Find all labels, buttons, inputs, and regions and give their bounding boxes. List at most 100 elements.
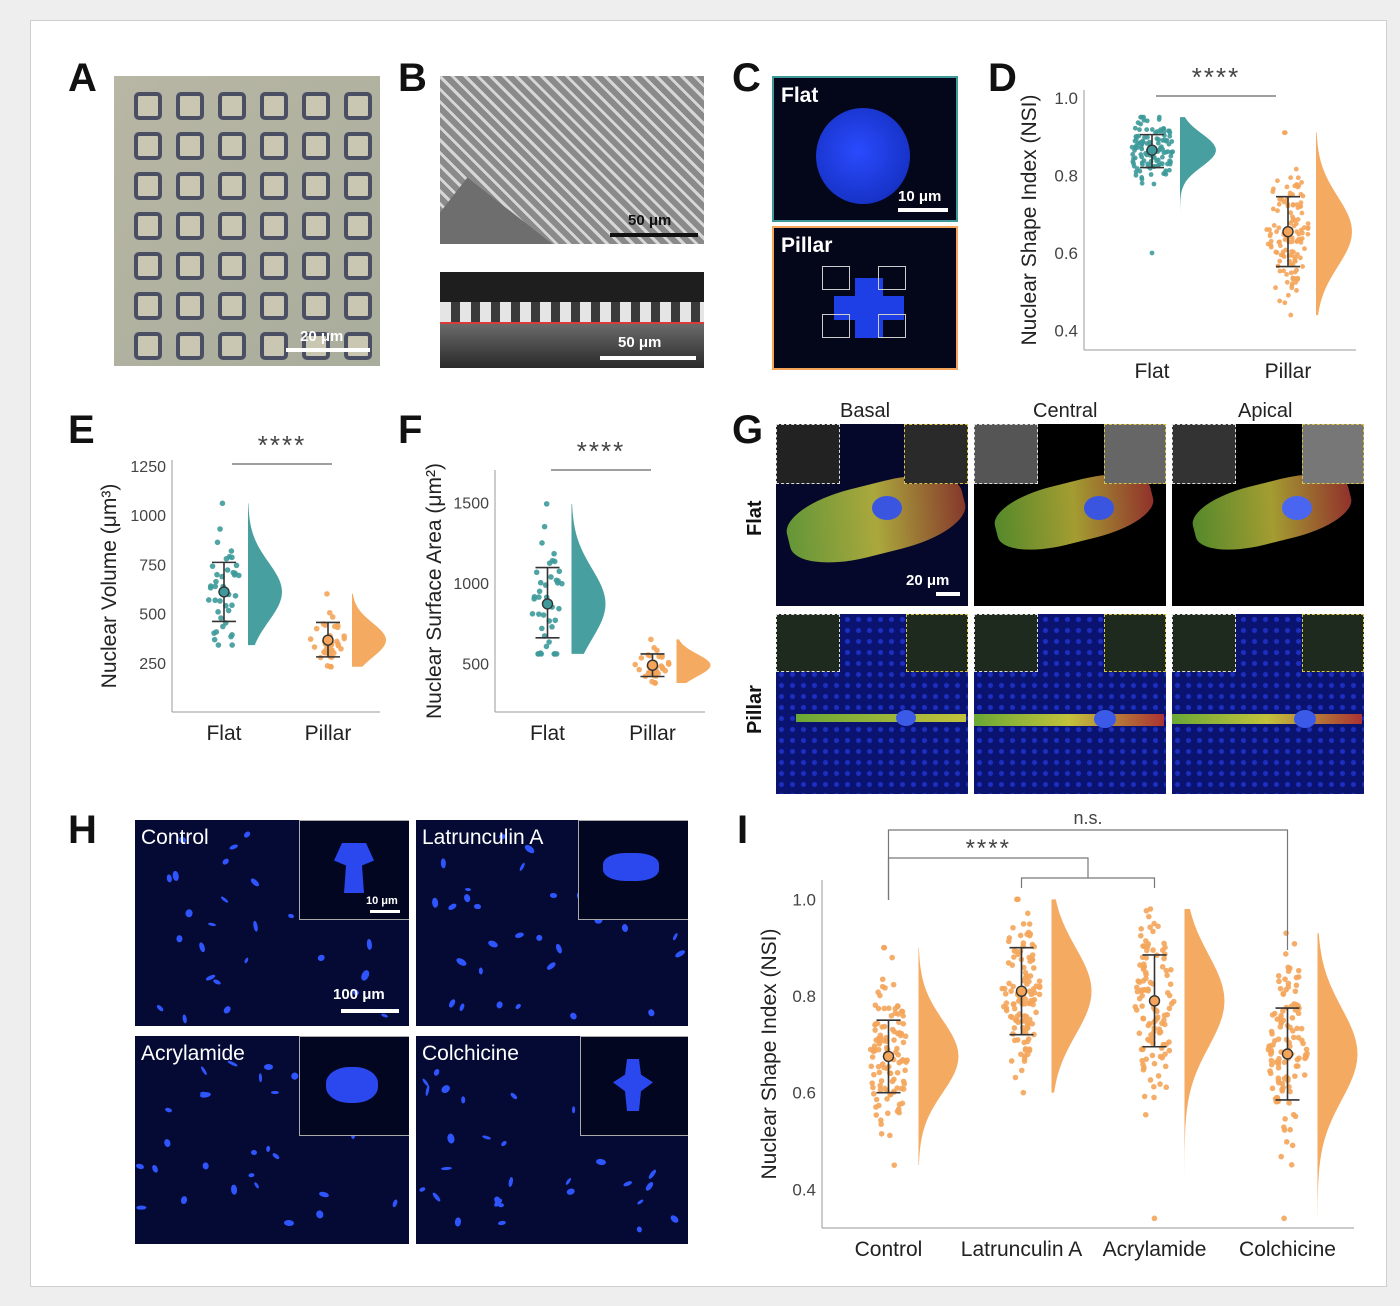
g-pillar-central bbox=[974, 614, 1166, 794]
data-point bbox=[888, 1012, 895, 1019]
data-point bbox=[1031, 1031, 1037, 1038]
data-point bbox=[1150, 947, 1156, 953]
y-tick-label: 1.0 bbox=[792, 890, 816, 909]
data-point bbox=[541, 523, 548, 530]
data-point bbox=[1289, 1142, 1296, 1149]
data-point bbox=[1294, 238, 1300, 244]
data-point bbox=[1145, 1022, 1152, 1029]
data-point bbox=[228, 633, 234, 640]
nucleus-dot bbox=[497, 1220, 506, 1226]
data-point bbox=[531, 596, 538, 602]
panel-b-bottom-scale-bar bbox=[600, 356, 696, 360]
mean-marker bbox=[1282, 225, 1294, 238]
nucleus-dot bbox=[212, 978, 221, 986]
data-point bbox=[894, 1045, 900, 1052]
data-point bbox=[879, 976, 886, 983]
pillar-cross-section bbox=[440, 302, 704, 324]
data-point bbox=[1166, 141, 1172, 147]
nucleus-dot bbox=[495, 1001, 504, 1010]
density-violin bbox=[1051, 899, 1092, 1093]
data-point bbox=[1168, 1000, 1175, 1007]
data-point bbox=[874, 1020, 881, 1027]
inset-right bbox=[906, 614, 968, 672]
inset-right bbox=[1104, 614, 1166, 672]
h-scale-text: 100 μm bbox=[333, 986, 385, 1003]
data-point bbox=[1036, 991, 1043, 998]
chart-d: 0.4 0.6 0.8 1.0 Nuclear Shape Index (NSI) Fla… bbox=[1018, 62, 1356, 383]
data-point bbox=[1287, 965, 1293, 972]
nucleus-dot bbox=[431, 1191, 442, 1203]
nucleus-dot bbox=[554, 943, 564, 954]
data-point bbox=[559, 580, 565, 587]
data-point bbox=[1268, 1061, 1275, 1068]
data-point bbox=[218, 615, 224, 621]
ns-bracket bbox=[887, 829, 1289, 950]
nucleus-dot bbox=[447, 902, 458, 912]
data-point bbox=[889, 1078, 896, 1085]
nucleus-dot bbox=[287, 913, 295, 919]
data-point bbox=[1303, 1046, 1310, 1053]
data-point bbox=[872, 1002, 879, 1009]
data-point bbox=[1011, 1005, 1018, 1012]
nucleus-dot bbox=[464, 887, 472, 892]
data-point bbox=[1029, 952, 1036, 958]
panel-b-sem-cross-section: 50 μm bbox=[440, 272, 704, 368]
data-point bbox=[536, 594, 542, 600]
pillar-square bbox=[260, 292, 288, 320]
data-point bbox=[875, 989, 881, 996]
data-point bbox=[1304, 1050, 1310, 1057]
nucleus-dot bbox=[360, 969, 372, 982]
data-point bbox=[870, 1084, 876, 1091]
substrate bbox=[440, 324, 704, 368]
data-point bbox=[1295, 205, 1301, 211]
mean-marker bbox=[218, 586, 230, 598]
data-point bbox=[884, 1096, 890, 1102]
density-violin bbox=[352, 593, 386, 667]
data-point bbox=[539, 540, 545, 546]
nucleus-dot bbox=[514, 931, 525, 939]
data-point bbox=[331, 650, 337, 656]
pillar-square bbox=[260, 132, 288, 160]
significance-stars: **** bbox=[577, 436, 625, 466]
data-point bbox=[1293, 982, 1300, 989]
h-label-colchicine: Colchicine bbox=[422, 1042, 519, 1065]
data-point bbox=[313, 625, 320, 632]
data-point bbox=[869, 1080, 875, 1086]
data-point bbox=[1003, 1000, 1010, 1006]
data-point bbox=[236, 572, 242, 579]
data-point bbox=[1279, 1088, 1286, 1094]
panel-label-g: G bbox=[732, 408, 764, 452]
data-point bbox=[902, 1067, 908, 1074]
data-point bbox=[1164, 972, 1170, 979]
data-point bbox=[1024, 1038, 1031, 1045]
data-point bbox=[1291, 940, 1298, 947]
data-point bbox=[1001, 985, 1008, 992]
panel-b-top-scale-bar bbox=[610, 233, 698, 237]
pillar-outline bbox=[822, 314, 850, 338]
data-point bbox=[904, 1057, 910, 1063]
panel-label-f: F bbox=[398, 408, 423, 452]
nucleus-dot bbox=[648, 1008, 656, 1018]
panel-c-pillar-image: Pillar bbox=[772, 226, 958, 370]
data-point bbox=[1268, 238, 1274, 244]
pillar-square bbox=[344, 252, 372, 280]
data-point bbox=[1139, 1003, 1145, 1009]
data-point bbox=[878, 1117, 884, 1123]
data-point bbox=[1031, 996, 1038, 1003]
data-point bbox=[1161, 1012, 1168, 1019]
nucleus-dot bbox=[569, 1011, 578, 1021]
g-flat-basal: 20 μm bbox=[776, 424, 968, 606]
data-point bbox=[651, 644, 657, 651]
pillar-square bbox=[176, 252, 204, 280]
nucleus-dot bbox=[668, 1213, 680, 1225]
data-point bbox=[1137, 962, 1143, 968]
cell-nucleus bbox=[1282, 496, 1312, 520]
data-point bbox=[1031, 990, 1038, 996]
row-label-pillar: Pillar bbox=[744, 685, 766, 734]
nucleus-dot bbox=[253, 1181, 260, 1190]
data-point bbox=[1283, 951, 1289, 957]
data-point bbox=[1280, 1008, 1286, 1014]
data-point bbox=[1290, 1034, 1297, 1041]
pillar-outline bbox=[822, 266, 850, 290]
data-point bbox=[1145, 134, 1150, 140]
